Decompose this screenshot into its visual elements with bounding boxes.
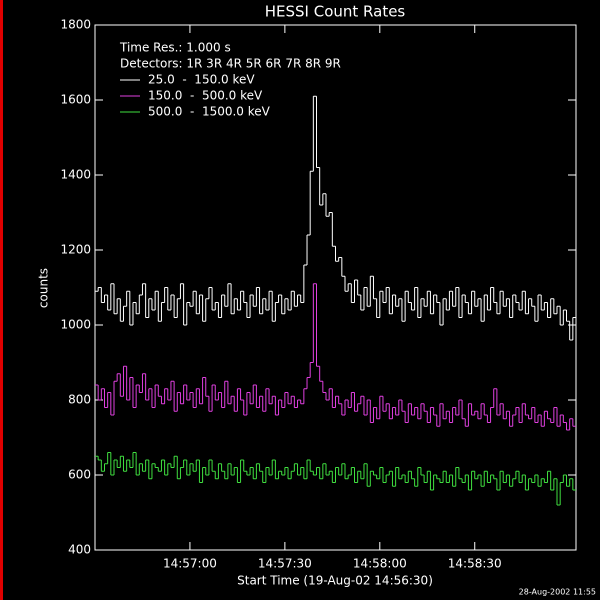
y-tick-label: 400 (68, 543, 91, 557)
annotation: Detectors: 1R 3R 4R 5R 6R 7R 8R 9R (120, 57, 341, 71)
x-tick-label: 14:57:30 (258, 557, 312, 571)
timestamp: 28-Aug-2002 11:55 (519, 588, 596, 597)
y-tick-label: 1800 (60, 18, 91, 32)
y-tick-label: 1000 (60, 318, 91, 332)
chart-title: HESSI Count Rates (265, 3, 406, 21)
legend-label: 150.0 - 500.0 keV (148, 89, 263, 103)
annotation: Time Res.: 1.000 s (119, 41, 231, 55)
y-tick-label: 1200 (60, 243, 91, 257)
y-tick-label: 1600 (60, 93, 91, 107)
x-axis-label: Start Time (19-Aug-02 14:56:30) (237, 574, 433, 588)
x-tick-label: 14:58:30 (448, 557, 502, 571)
window-edge (0, 0, 3, 600)
y-tick-label: 1400 (60, 168, 91, 182)
x-tick-label: 14:57:00 (163, 557, 217, 571)
legend-label: 25.0 - 150.0 keV (148, 73, 255, 87)
x-tick-label: 14:58:00 (353, 557, 407, 571)
y-tick-label: 800 (68, 393, 91, 407)
y-axis-label: counts (37, 268, 51, 308)
plot-frame (94, 24, 577, 551)
legend-label: 500.0 - 1500.0 keV (148, 105, 271, 119)
y-tick-label: 600 (68, 468, 91, 482)
